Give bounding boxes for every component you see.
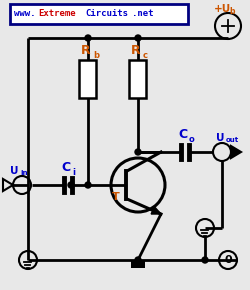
FancyBboxPatch shape xyxy=(10,4,187,24)
Bar xyxy=(130,261,144,268)
Text: .net: .net xyxy=(132,10,153,19)
Text: T: T xyxy=(112,192,120,202)
Text: R: R xyxy=(131,44,140,57)
Polygon shape xyxy=(150,207,160,214)
Text: U: U xyxy=(10,166,18,176)
Text: c: c xyxy=(142,51,148,60)
Text: i: i xyxy=(72,168,75,177)
Circle shape xyxy=(85,35,91,41)
Text: U: U xyxy=(215,133,224,143)
Text: Circuits: Circuits xyxy=(85,10,128,19)
Bar xyxy=(79,60,96,98)
Text: o: o xyxy=(188,135,194,144)
Text: b: b xyxy=(93,51,98,60)
Text: Extreme: Extreme xyxy=(38,10,75,19)
Circle shape xyxy=(134,35,140,41)
Text: R: R xyxy=(81,44,90,57)
Text: C: C xyxy=(178,128,187,141)
Text: www.: www. xyxy=(14,10,35,19)
Text: out: out xyxy=(225,137,238,143)
Bar xyxy=(129,60,146,98)
Text: b: b xyxy=(228,8,234,17)
Circle shape xyxy=(201,257,207,263)
Circle shape xyxy=(134,257,140,263)
Text: +U: +U xyxy=(213,4,230,14)
Circle shape xyxy=(85,182,91,188)
Text: in: in xyxy=(20,170,28,176)
Circle shape xyxy=(68,182,74,188)
Polygon shape xyxy=(230,146,240,158)
Text: C: C xyxy=(61,161,70,174)
Text: 0: 0 xyxy=(223,255,231,265)
Circle shape xyxy=(134,149,140,155)
